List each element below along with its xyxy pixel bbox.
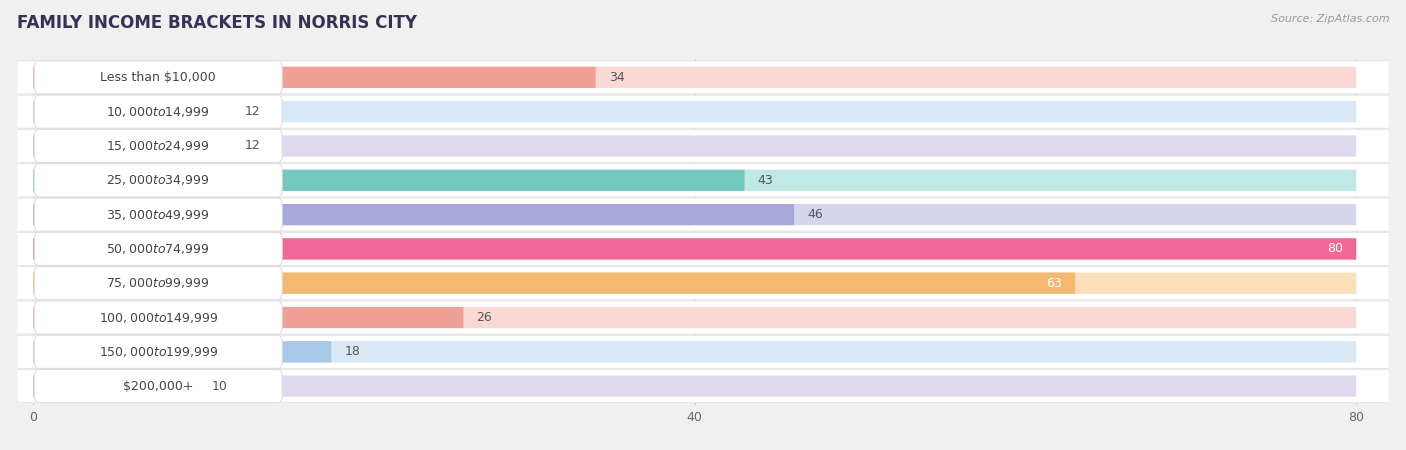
Text: $150,000 to $199,999: $150,000 to $199,999 <box>98 345 218 359</box>
FancyBboxPatch shape <box>34 335 283 369</box>
FancyBboxPatch shape <box>34 341 1357 362</box>
Text: 18: 18 <box>344 345 360 358</box>
FancyBboxPatch shape <box>34 273 1357 294</box>
FancyBboxPatch shape <box>17 233 1389 266</box>
FancyBboxPatch shape <box>34 101 1357 122</box>
FancyBboxPatch shape <box>17 61 1389 94</box>
FancyBboxPatch shape <box>34 170 1357 191</box>
FancyBboxPatch shape <box>34 301 283 334</box>
FancyBboxPatch shape <box>34 307 1357 328</box>
FancyBboxPatch shape <box>34 135 1357 157</box>
FancyBboxPatch shape <box>17 130 1389 162</box>
FancyBboxPatch shape <box>34 135 232 157</box>
Text: $35,000 to $49,999: $35,000 to $49,999 <box>107 207 209 221</box>
Text: 34: 34 <box>609 71 624 84</box>
Text: $100,000 to $149,999: $100,000 to $149,999 <box>98 310 218 324</box>
Text: 80: 80 <box>1327 243 1343 256</box>
Text: 26: 26 <box>477 311 492 324</box>
Text: $10,000 to $14,999: $10,000 to $14,999 <box>107 105 209 119</box>
FancyBboxPatch shape <box>34 369 283 403</box>
Text: $25,000 to $34,999: $25,000 to $34,999 <box>107 173 209 187</box>
FancyBboxPatch shape <box>17 198 1389 231</box>
Text: 10: 10 <box>212 380 228 393</box>
FancyBboxPatch shape <box>34 130 283 162</box>
FancyBboxPatch shape <box>17 95 1389 128</box>
FancyBboxPatch shape <box>34 61 283 94</box>
FancyBboxPatch shape <box>34 232 283 266</box>
Text: 12: 12 <box>245 105 260 118</box>
FancyBboxPatch shape <box>34 204 1357 225</box>
FancyBboxPatch shape <box>34 266 283 300</box>
Text: Less than $10,000: Less than $10,000 <box>100 71 217 84</box>
FancyBboxPatch shape <box>34 164 283 197</box>
Text: $50,000 to $74,999: $50,000 to $74,999 <box>107 242 209 256</box>
Text: 63: 63 <box>1046 277 1062 290</box>
FancyBboxPatch shape <box>34 375 198 397</box>
FancyBboxPatch shape <box>34 170 745 191</box>
Text: 43: 43 <box>758 174 773 187</box>
FancyBboxPatch shape <box>34 95 283 128</box>
FancyBboxPatch shape <box>34 375 1357 397</box>
Text: $15,000 to $24,999: $15,000 to $24,999 <box>107 139 209 153</box>
FancyBboxPatch shape <box>17 164 1389 197</box>
Text: Source: ZipAtlas.com: Source: ZipAtlas.com <box>1271 14 1389 23</box>
FancyBboxPatch shape <box>34 273 1076 294</box>
FancyBboxPatch shape <box>34 67 1357 88</box>
FancyBboxPatch shape <box>34 238 1357 260</box>
FancyBboxPatch shape <box>34 238 1357 260</box>
FancyBboxPatch shape <box>34 101 232 122</box>
FancyBboxPatch shape <box>17 301 1389 334</box>
FancyBboxPatch shape <box>34 67 596 88</box>
FancyBboxPatch shape <box>34 204 794 225</box>
Text: 46: 46 <box>807 208 823 221</box>
Text: $200,000+: $200,000+ <box>122 380 194 393</box>
FancyBboxPatch shape <box>17 267 1389 300</box>
Text: $75,000 to $99,999: $75,000 to $99,999 <box>107 276 209 290</box>
FancyBboxPatch shape <box>34 198 283 231</box>
Text: 12: 12 <box>245 140 260 153</box>
FancyBboxPatch shape <box>34 341 332 362</box>
FancyBboxPatch shape <box>17 369 1389 403</box>
FancyBboxPatch shape <box>34 307 464 328</box>
Text: FAMILY INCOME BRACKETS IN NORRIS CITY: FAMILY INCOME BRACKETS IN NORRIS CITY <box>17 14 416 32</box>
FancyBboxPatch shape <box>17 335 1389 368</box>
